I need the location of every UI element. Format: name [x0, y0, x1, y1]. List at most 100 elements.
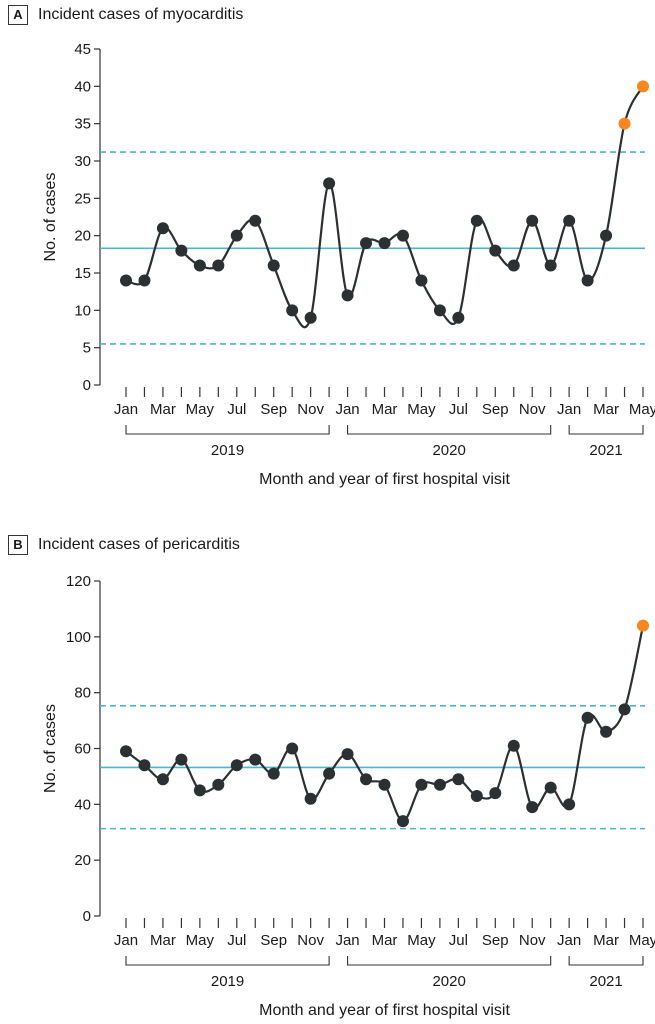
data-point: [193, 784, 206, 797]
data-point: [156, 222, 169, 235]
y-tick-label: 40: [74, 78, 91, 95]
data-point: [323, 177, 336, 190]
myocarditis-chart: 0 5 10 15 20 25 30 35 40 45 No. of cases Jan Mar May J…: [42, 41, 655, 488]
data-point: [507, 739, 520, 752]
x-tick-label: Jan: [114, 401, 138, 418]
y-tick-label: 45: [74, 41, 91, 58]
x-tick-label: May: [629, 401, 655, 418]
year-label: 2021: [589, 442, 622, 459]
data-point: [526, 214, 539, 227]
series-line: [125, 85, 644, 329]
data-point: [267, 259, 280, 272]
data-point: [156, 773, 169, 786]
data-point: [286, 742, 299, 755]
data-point: [120, 745, 132, 758]
x-tick-label: May: [629, 932, 655, 949]
data-point: [286, 304, 299, 317]
x-tick-label: Jan: [335, 401, 359, 418]
year-label: 2020: [432, 442, 465, 459]
data-point: [452, 773, 465, 786]
chart-panel-myocarditis: A Incident cases of myocarditis 0 5 10 15 20…: [8, 5, 655, 488]
y-tick-label: 0: [83, 377, 91, 394]
x-tick-label: May: [186, 401, 215, 418]
data-point: [563, 214, 576, 227]
year-bracket: [347, 425, 552, 435]
data-point: [415, 778, 428, 791]
panel-label: B: [8, 535, 28, 555]
year-label: 2020: [432, 973, 465, 990]
x-tick-label: Mar: [150, 401, 176, 418]
data-point: [526, 801, 539, 814]
year-label: 2019: [211, 973, 244, 990]
data-point: [249, 753, 262, 766]
x-tick-label: Nov: [519, 401, 546, 418]
data-point: [193, 259, 206, 272]
data-point: [489, 787, 502, 800]
x-axis-label: Month and year of first hospital visit: [259, 471, 510, 488]
x-tick-label: Jul: [227, 401, 246, 418]
y-tick-label: 20: [74, 228, 91, 245]
data-point: [138, 274, 151, 287]
x-tick-label: May: [407, 401, 436, 418]
x-tick-label: Jul: [449, 401, 468, 418]
data-point: [378, 778, 391, 791]
y-axis-label: No. of cases: [42, 704, 59, 793]
y-tick-label: 0: [83, 908, 91, 925]
panel-header: B Incident cases of pericarditis: [8, 534, 240, 556]
data-point: [175, 753, 188, 766]
y-tick-label: 60: [74, 741, 91, 758]
data-point: [396, 815, 409, 828]
data-point: [267, 767, 280, 780]
x-tick-label: Jan: [114, 932, 138, 949]
data-point: [304, 792, 317, 805]
data-point: [581, 274, 594, 287]
highlighted-data-point: [637, 619, 649, 632]
y-tick-label: 20: [74, 852, 91, 869]
data-point: [212, 259, 225, 272]
chart-panel-pericarditis: B Incident cases of pericarditis 0 20 40 60…: [0, 530, 655, 1024]
pericarditis-chart: 0 20 40 60 80 100 120 No. of cases Jan Mar May Jul S…: [42, 573, 655, 1019]
y-tick-label: 15: [74, 265, 91, 282]
data-point: [433, 778, 446, 791]
data-point: [563, 798, 576, 811]
data-point: [360, 237, 373, 250]
year-bracket: [568, 425, 644, 435]
data-point: [396, 229, 409, 242]
data-point: [470, 789, 483, 802]
x-tick-label: Mar: [372, 932, 398, 949]
data-point: [581, 711, 594, 724]
x-tick-label: Jan: [557, 932, 581, 949]
x-tick-label: Sep: [260, 932, 287, 949]
x-tick-label: Jan: [335, 932, 359, 949]
data-point: [120, 274, 132, 287]
data-point: [230, 759, 243, 772]
data-point: [470, 214, 483, 227]
data-point: [249, 214, 262, 227]
y-tick-label: 25: [74, 190, 91, 207]
year-bracket: [125, 425, 330, 435]
data-point: [544, 259, 557, 272]
data-point: [415, 274, 428, 287]
year-bracket: [125, 956, 330, 966]
data-point: [341, 748, 354, 761]
y-axis-label: No. of cases: [42, 173, 59, 262]
y-tick-label: 120: [66, 573, 91, 590]
x-tick-label: Mar: [150, 932, 176, 949]
data-point: [600, 725, 613, 738]
data-point: [489, 244, 502, 257]
x-tick-label: Jan: [557, 401, 581, 418]
y-tick-label: 80: [74, 685, 91, 702]
x-tick-label: Mar: [372, 401, 398, 418]
y-tick-label: 35: [74, 116, 91, 133]
x-tick-label: May: [186, 932, 215, 949]
chart-title: Incident cases of myocarditis: [38, 6, 244, 23]
x-tick-label: Nov: [297, 932, 324, 949]
y-tick-label: 5: [83, 340, 91, 357]
x-tick-label: Nov: [297, 401, 324, 418]
data-point: [600, 229, 613, 242]
data-point: [212, 778, 225, 791]
y-tick-label: 100: [66, 629, 91, 646]
y-tick-label: 30: [74, 153, 91, 170]
x-tick-label: Nov: [519, 932, 546, 949]
highlighted-data-point: [618, 117, 631, 130]
